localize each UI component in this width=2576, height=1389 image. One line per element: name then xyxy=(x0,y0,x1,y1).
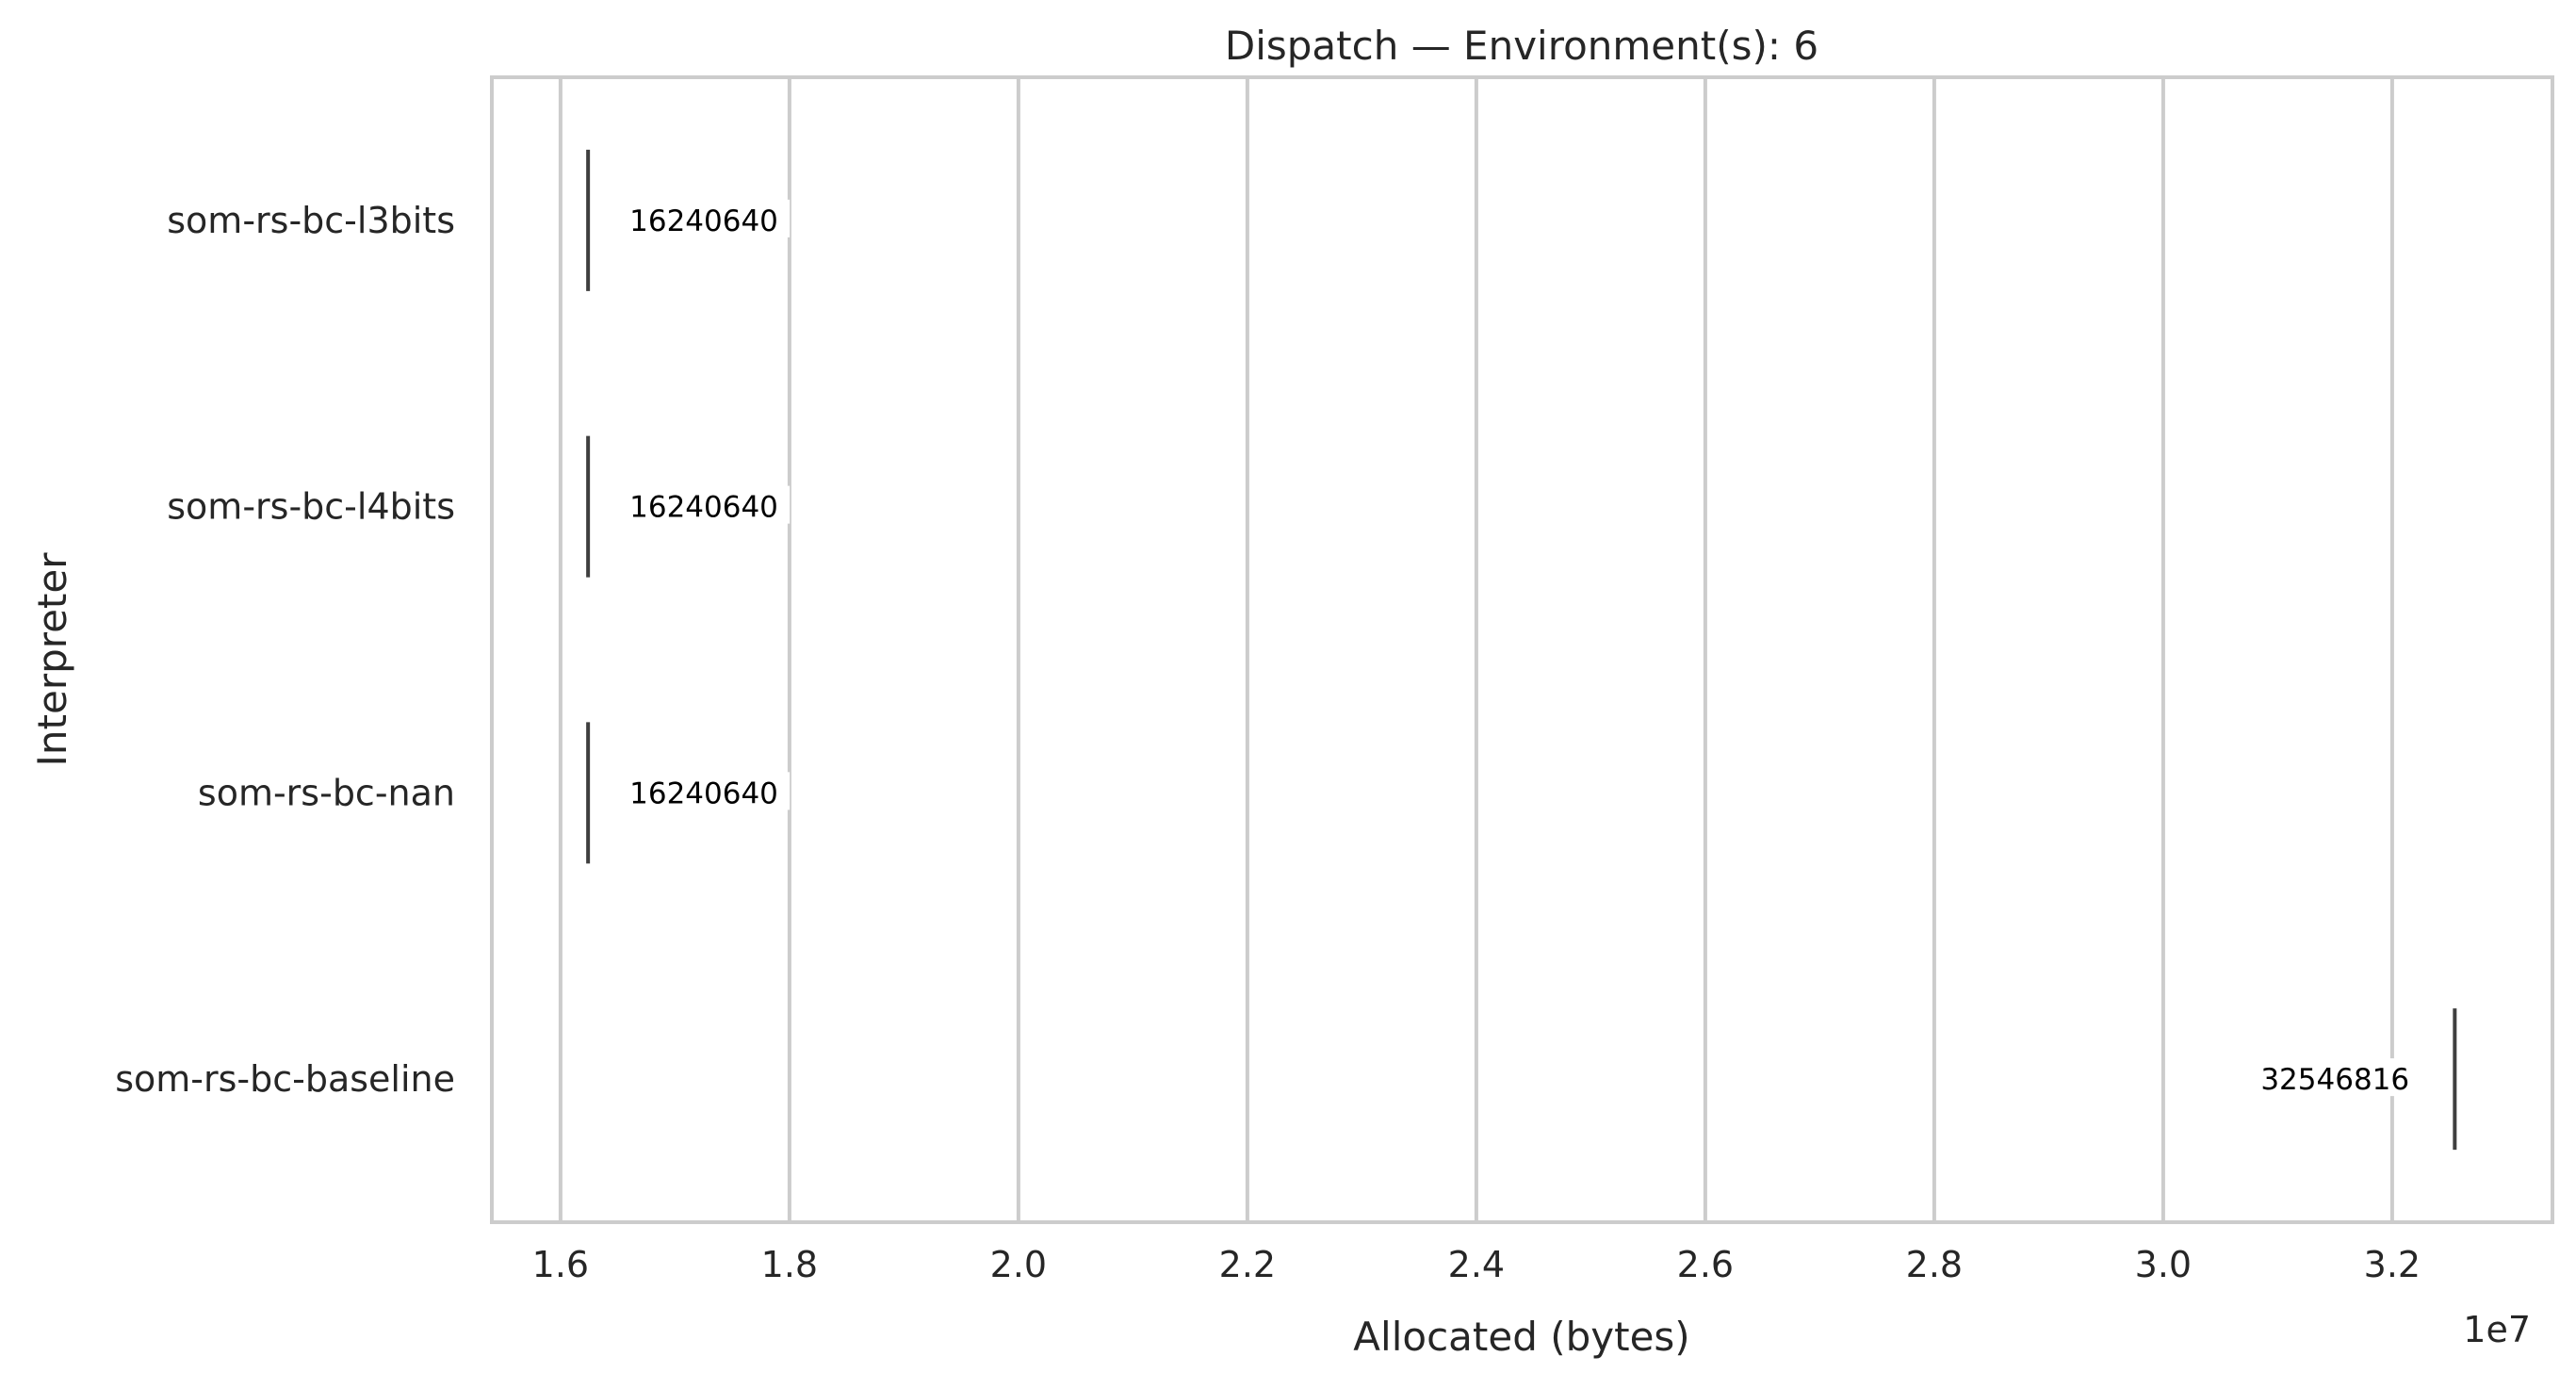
x-tick-labels: 1.6 1.8 2.0 2.2 2.4 2.6 2.8 3.0 3.2 xyxy=(532,1244,2421,1285)
data-label: 16240640 xyxy=(622,199,791,238)
x-tick-label: 2.6 xyxy=(1677,1244,1734,1285)
x-axis-offset-label: 1e7 xyxy=(2463,1309,2531,1350)
data-label: 16240640 xyxy=(622,485,791,525)
data-label: 32546816 xyxy=(2253,1058,2421,1097)
x-tick-label: 2.0 xyxy=(990,1244,1047,1285)
data-labels: 16240640 16240640 16240640 32546816 xyxy=(622,199,2421,1097)
data-label-text: 32546816 xyxy=(2260,1063,2409,1097)
plot-frame xyxy=(490,75,2554,1224)
data-label-box xyxy=(622,199,791,237)
y-tick-label: som-rs-bc-baseline xyxy=(115,1058,455,1100)
x-tick-label: 1.6 xyxy=(532,1244,589,1285)
y-tick-label: som-rs-bc-nan xyxy=(198,772,455,813)
grid-lines xyxy=(558,77,2394,1222)
data-marks xyxy=(586,149,2457,1151)
x-tick-label: 3.0 xyxy=(2135,1244,2192,1285)
data-label-box xyxy=(622,485,791,524)
chart-title: Dispatch — Environment(s): 6 xyxy=(1225,23,1818,69)
y-axis-label: Interpreter xyxy=(29,552,75,767)
data-label-box xyxy=(2253,1058,2421,1097)
y-tick-labels: som-rs-bc-l3bits som-rs-bc-l4bits som-rs-b… xyxy=(115,200,455,1100)
x-tick-label: 2.8 xyxy=(1906,1244,1963,1285)
data-label-text: 16240640 xyxy=(629,776,778,810)
data-label-text: 16240640 xyxy=(629,204,778,238)
y-tick-label: som-rs-bc-l4bits xyxy=(167,486,455,528)
x-tick-label: 2.2 xyxy=(1219,1244,1276,1285)
y-tick-label: som-rs-bc-l3bits xyxy=(167,200,455,241)
data-label: 16240640 xyxy=(622,772,791,810)
x-tick-label: 2.4 xyxy=(1448,1244,1505,1285)
x-tick-label: 1.8 xyxy=(761,1244,818,1285)
data-label-box xyxy=(622,772,791,810)
data-label-text: 16240640 xyxy=(629,491,778,525)
x-tick-label: 3.2 xyxy=(2364,1244,2421,1285)
x-axis-label: Allocated (bytes) xyxy=(1353,1314,1689,1360)
